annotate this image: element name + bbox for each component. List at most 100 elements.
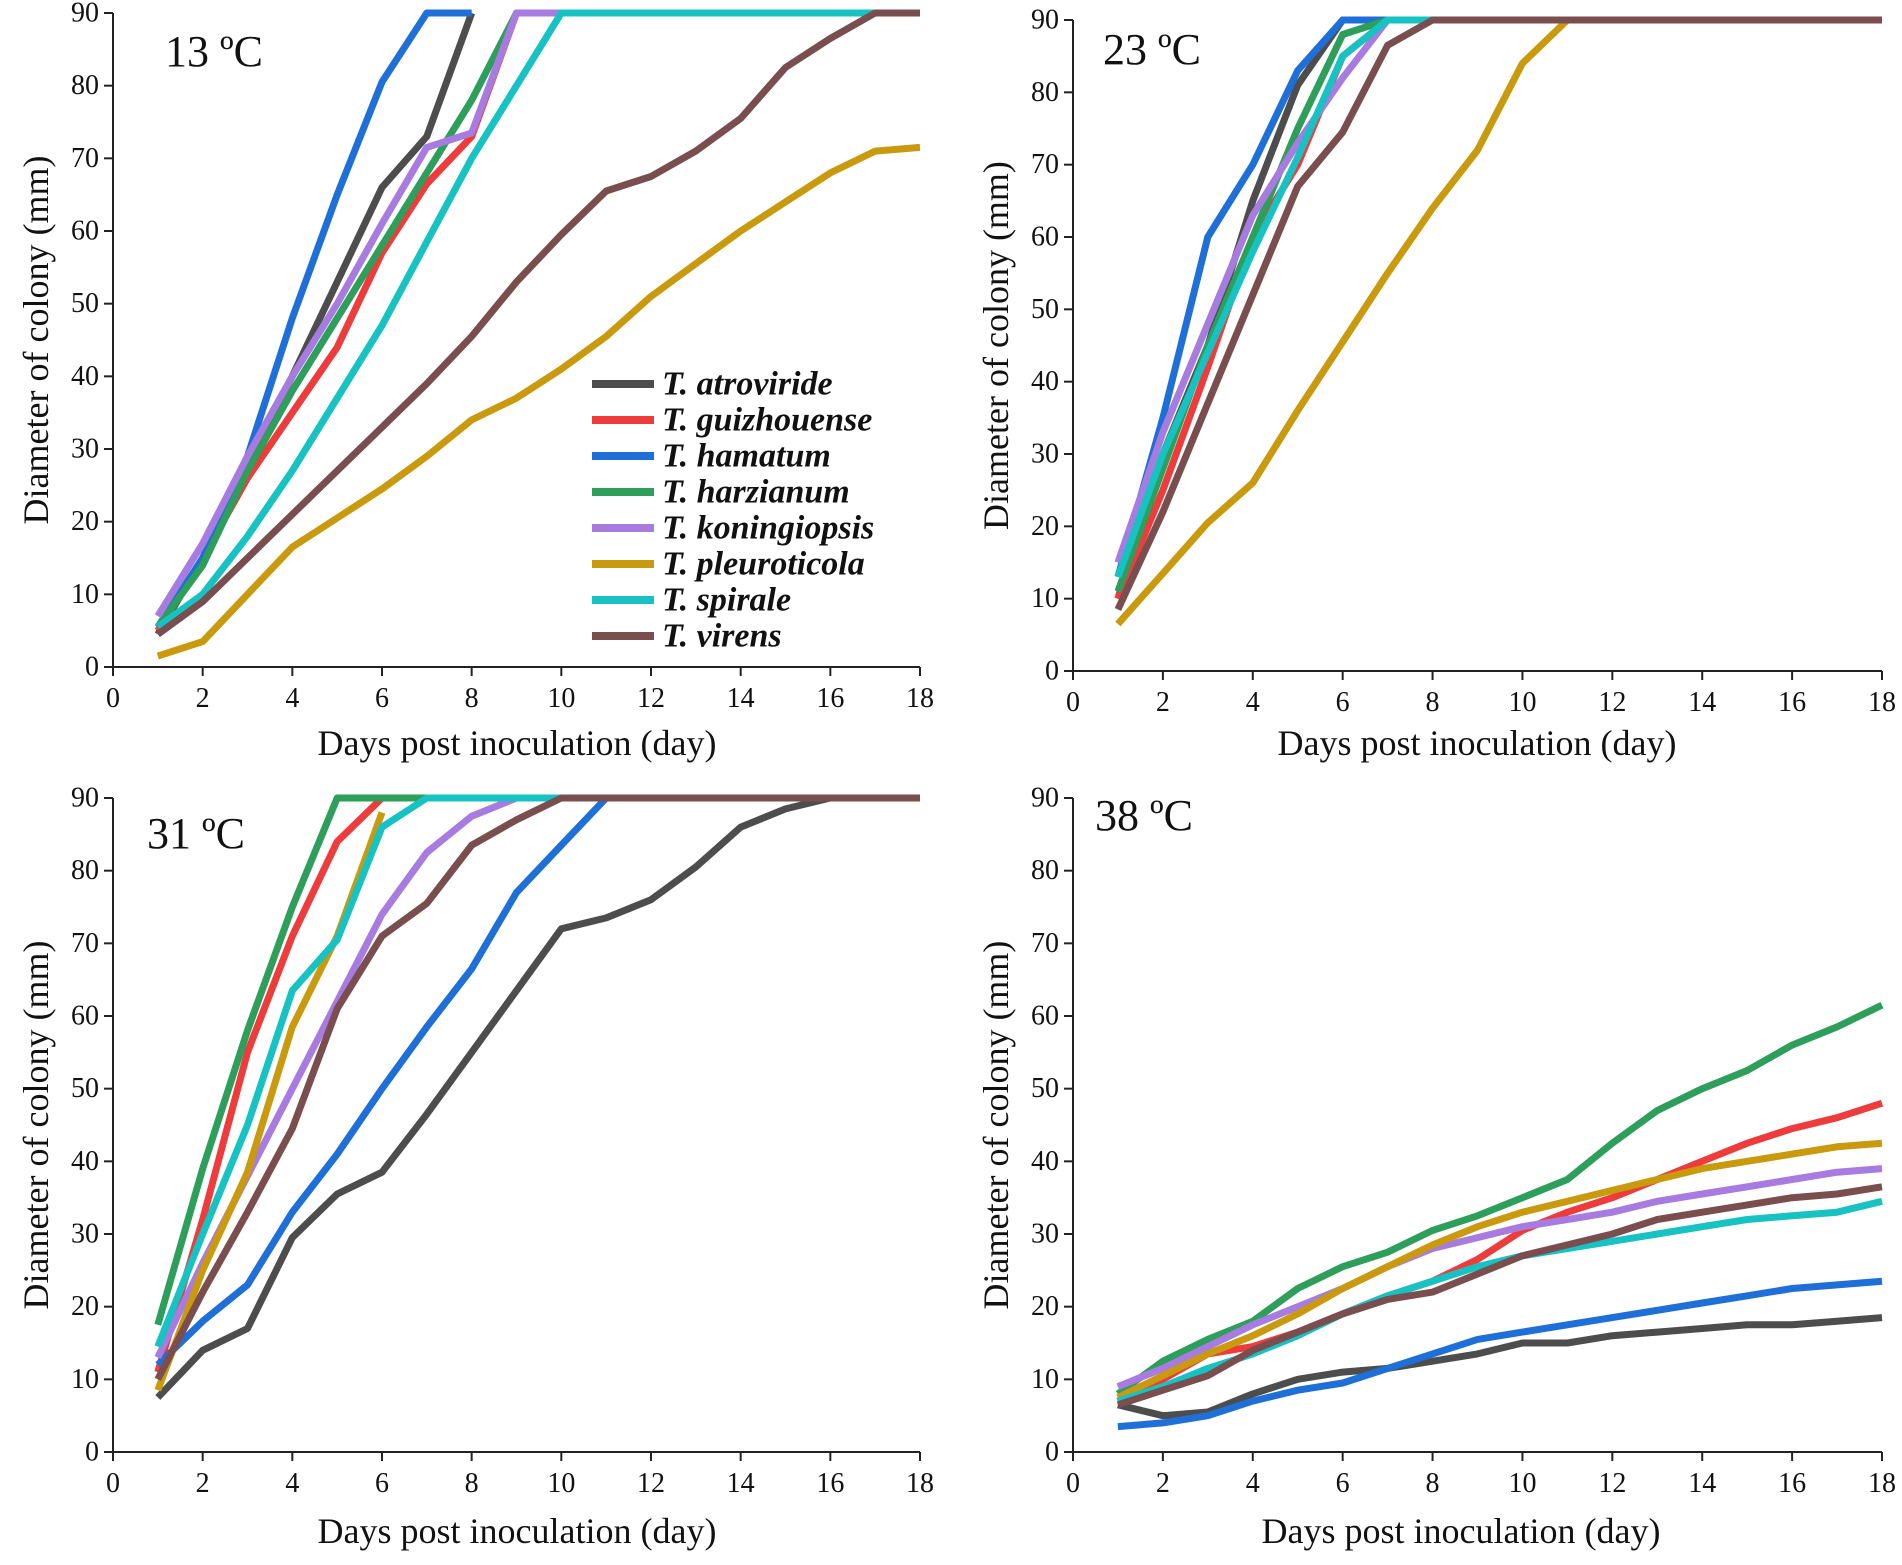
y-tick-label: 30: [71, 1219, 99, 1250]
series-line-t-virens: [1116, 1183, 1883, 1409]
y-tick-label: 90: [71, 0, 99, 29]
x-tick-label: 12: [637, 1468, 665, 1499]
y-tick-label: 70: [1031, 149, 1059, 180]
chart-panel-23-c: 0 10 20 30 40 50 60 70 80 90 0 2 4 6 8 10 12 14 16 18 Days p…: [976, 5, 1896, 764]
x-tick-label: 0: [106, 1468, 120, 1499]
y-tick-label: 40: [1031, 366, 1059, 397]
legend-item-t-virens: T. virens: [592, 618, 782, 655]
y-tick-label: 50: [71, 288, 99, 319]
y-tick-label: 20: [71, 506, 99, 537]
legend-label: T. virens: [662, 618, 782, 655]
x-tick-label: 18: [906, 683, 934, 714]
y-tick-label: 50: [71, 1073, 99, 1104]
x-tick-label: 6: [1336, 1468, 1350, 1499]
legend-item-t-pleuroticola: T. pleuroticola: [592, 546, 865, 583]
series-line-t-pleuroticola: [154, 811, 386, 1392]
y-tick-label: 60: [1031, 222, 1059, 253]
x-tick-label: 18: [1868, 687, 1896, 718]
legend-item-t-spirale: T. spirale: [592, 582, 791, 619]
y-tick-label: 60: [71, 1001, 99, 1032]
x-tick-label: 12: [1598, 1468, 1626, 1499]
series-line-t-spirale: [154, 794, 562, 1348]
y-tick-label: 0: [1045, 1437, 1059, 1468]
y-tick-label: 10: [71, 1364, 99, 1395]
legend-item-t-koningiopsis: T. koningiopsis: [592, 510, 874, 547]
y-tick-label: 60: [71, 216, 99, 247]
series-line-t-atroviride: [1117, 1314, 1883, 1420]
y-tick-label: 90: [1031, 5, 1059, 36]
legend-item-t-atroviride: T. atroviride: [592, 366, 833, 403]
x-tick-label: 8: [465, 1468, 479, 1499]
y-axis-title: Diameter of colony (mm): [976, 941, 1016, 1310]
x-tick-label: 2: [196, 683, 210, 714]
series-line-t-virens: [154, 794, 920, 1381]
series-line-t-hamatum: [155, 794, 651, 1368]
x-tick-label: 16: [816, 683, 844, 714]
chart-panel-13-c: 0 10 20 30 40 50 60 70 80 90 0 2 4 6 8 10 12 14 16 18 Days p…: [16, 0, 934, 763]
x-tick-label: 2: [1156, 687, 1170, 718]
series-line-t-virens: [1114, 16, 1882, 611]
legend-label: T. hamatum: [662, 438, 831, 475]
series-line-t-harzianum: [154, 794, 427, 1326]
x-tick-label: 0: [106, 683, 120, 714]
y-tick-label: 30: [1031, 1219, 1059, 1250]
legend-label: T. koningiopsis: [662, 510, 874, 547]
panel-temperature-label: 13 ºC: [165, 27, 263, 76]
x-tick-label: 16: [1778, 1468, 1806, 1499]
series-line-t-spirale: [1114, 16, 1433, 579]
legend-label: T. pleuroticola: [662, 546, 865, 583]
y-tick-label: 20: [1031, 511, 1059, 542]
y-tick-label: 30: [71, 434, 99, 465]
chart-panel-31-c: 0 10 20 30 40 50 60 70 80 90 0 2 4 6 8 10 12 14 16 18 Days p…: [16, 783, 934, 1552]
x-tick-label: 10: [1508, 1468, 1536, 1499]
series-line-t-koningiopsis: [154, 9, 562, 618]
series-line-t-pleuroticola: [1116, 1139, 1883, 1401]
y-tick-label: 80: [71, 70, 99, 101]
x-tick-label: 10: [547, 683, 575, 714]
x-tick-label: 14: [727, 683, 755, 714]
y-tick-label: 10: [1031, 583, 1059, 614]
x-tick-label: 0: [1066, 687, 1080, 718]
legend-label: T. guizhouense: [662, 402, 872, 439]
series-line-t-harzianum: [154, 9, 562, 630]
y-tick-label: 40: [71, 1146, 99, 1177]
y-tick-label: 70: [71, 928, 99, 959]
panel-temperature-label: 38 ºC: [1095, 791, 1193, 840]
x-tick-label: 2: [196, 1468, 210, 1499]
x-tick-label: 16: [1778, 687, 1806, 718]
series-line-t-atroviride: [155, 794, 920, 1400]
x-tick-label: 18: [906, 1468, 934, 1499]
legend-item-t-harzianum: T. harzianum: [592, 474, 850, 511]
y-tick-label: 80: [71, 855, 99, 886]
legend-item-t-hamatum: T. hamatum: [592, 438, 831, 475]
y-tick-label: 70: [1031, 928, 1059, 959]
y-tick-label: 0: [85, 652, 99, 683]
chart-panel-38-c: 0 10 20 30 40 50 60 70 80 90 0 2 4 6 8 10 12 14 16 18 Days p…: [976, 783, 1896, 1552]
x-tick-label: 14: [1688, 687, 1716, 718]
series-line-t-pleuroticola: [1115, 16, 1882, 627]
x-tick-label: 14: [1688, 1468, 1716, 1499]
legend-label: T. spirale: [662, 582, 791, 619]
x-tick-label: 16: [816, 1468, 844, 1499]
series-line-t-harzianum: [1115, 1001, 1884, 1397]
y-tick-label: 10: [1031, 1364, 1059, 1395]
y-tick-label: 10: [71, 579, 99, 610]
series-line-t-spirale: [155, 9, 920, 630]
y-tick-label: 30: [1031, 439, 1059, 470]
x-tick-label: 8: [1426, 687, 1440, 718]
series-line-t-hamatum: [1117, 1277, 1883, 1431]
y-tick-label: 0: [1045, 656, 1059, 687]
x-tick-label: 6: [375, 1468, 389, 1499]
x-tick-label: 6: [1336, 687, 1350, 718]
panel-temperature-label: 31 ºC: [147, 809, 245, 858]
y-tick-label: 90: [1031, 783, 1059, 814]
y-tick-label: 20: [71, 1291, 99, 1322]
y-axis-title: Diameter of colony (mm): [16, 941, 56, 1310]
y-tick-label: 80: [1031, 855, 1059, 886]
series-line-t-virens: [155, 9, 920, 638]
x-tick-label: 0: [1066, 1468, 1080, 1499]
x-tick-label: 14: [727, 1468, 755, 1499]
x-tick-label: 4: [1246, 1468, 1260, 1499]
y-axis-title: Diameter of colony (mm): [976, 161, 1016, 530]
